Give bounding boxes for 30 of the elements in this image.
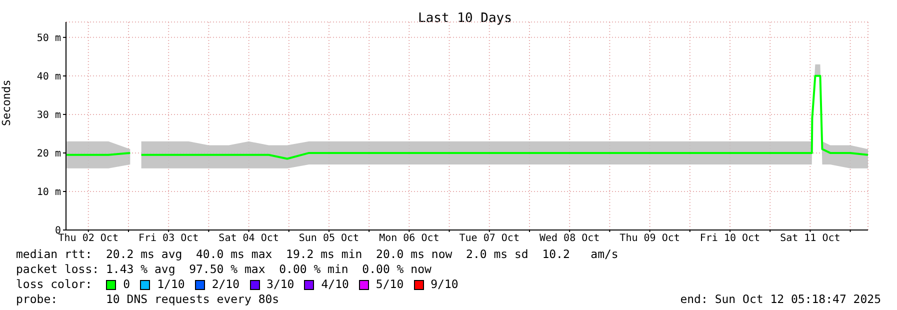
- x-tick-label: Sun 05 Oct: [298, 233, 360, 244]
- x-tick-label: Fri 03 Oct: [138, 233, 199, 244]
- legend-label: 5/10: [374, 277, 404, 292]
- x-tick-label: Thu 09 Oct: [620, 233, 680, 244]
- text: median rtt: 20.2 ms avg 40.0 ms max 19.2 ms min 20.0 ms now 2.0 ms sd 10.2 am/s: [16, 247, 618, 262]
- y-tick-label: 30 m: [36, 110, 61, 121]
- x-tick-label: Fri 10 Oct: [700, 233, 760, 244]
- x-tick-label: Sat 11 Oct: [780, 233, 840, 244]
- y-axis-title: Seconds: [0, 80, 13, 126]
- legend-label: 0: [122, 277, 130, 292]
- y-tick-label: 0: [54, 226, 61, 237]
- x-tick-label: Wed 08 Oct: [539, 233, 600, 244]
- legend-label: 4/10: [320, 277, 349, 292]
- y-tick-label: 50 m: [36, 32, 61, 44]
- legend-title: loss color:: [16, 277, 92, 292]
- chart-title: Last 10 Days: [417, 11, 513, 26]
- text: packet loss: 1.43 % avg 97.50 % max 0.00 % min 0.00 % now: [16, 262, 432, 277]
- y-tick-label: 10 m: [36, 187, 61, 198]
- legend-label: 3/10: [266, 277, 294, 292]
- x-tick-label: Tue 07 Oct: [459, 233, 520, 244]
- x-tick-label: Sat 04 Oct: [218, 233, 279, 244]
- text: probe: 10 DNS requests every 80s: [16, 292, 280, 307]
- legend-label: 2/10: [210, 277, 240, 292]
- y-tick-label: 40 m: [36, 71, 61, 82]
- text: end: Sun Oct 12 05:18:47 2025: [680, 292, 881, 306]
- legend-label: 9/10: [430, 277, 458, 292]
- x-tick-label: Mon 06 Oct: [379, 233, 440, 244]
- legend-label: 1/10: [156, 277, 185, 292]
- y-tick-label: 20 m: [36, 148, 61, 160]
- x-tick-label: Thu 02 Oct: [58, 233, 118, 244]
